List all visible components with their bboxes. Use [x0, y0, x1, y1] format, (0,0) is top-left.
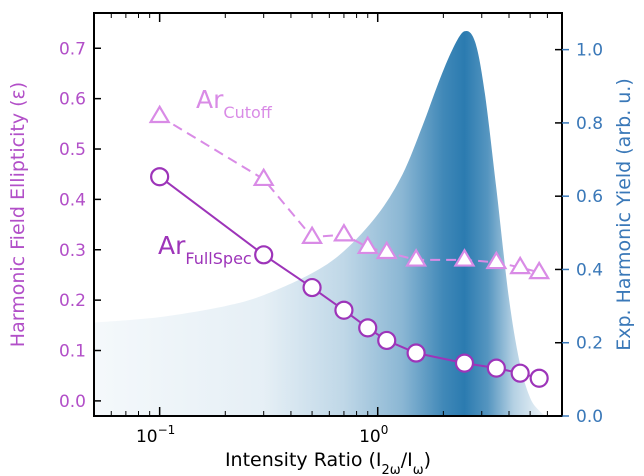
data-point-arcutoff	[356, 235, 379, 255]
data-point-arcutoff	[509, 255, 532, 275]
x-axis-label-sub2: ω	[413, 463, 424, 476]
data-point-arfullspec	[406, 343, 426, 363]
data-point-arfullspec	[358, 318, 378, 338]
y-left-tick-label: 0.5	[59, 140, 86, 160]
series-layer	[148, 104, 551, 388]
y-right-tick-label: 1.0	[576, 41, 603, 61]
data-point-arcutoff	[332, 222, 355, 242]
series-label-ar-fullspec-base: Ar	[158, 231, 186, 260]
y-right-tick-label: 0.0	[576, 407, 603, 427]
series-label-ar-cutoff-base: Ar	[196, 85, 224, 114]
y-right-tick-label: 0.4	[576, 260, 603, 280]
y-axis-left-label: Harmonic Field Ellipticity (ε)	[7, 82, 29, 347]
data-point-arcutoff	[528, 260, 551, 280]
plot-frame	[93, 12, 563, 417]
data-point-arfullspec	[454, 353, 475, 373]
y-left-tick-label: 0.4	[59, 190, 86, 210]
series-label-ar-fullspec-sub: FullSpec	[185, 249, 251, 268]
harmonic-yield-area	[94, 31, 562, 416]
y-left-tick-label: 0.2	[59, 291, 86, 311]
x-axis-label-mid: /I	[401, 449, 413, 471]
x-tick-label: 100	[359, 423, 388, 447]
ticks-layer: 0.0 0.1 0.2 0.3 0.4 0.5 0.6 0.7 0.0 0.2 0.4 0.6 0.8 1…	[59, 13, 603, 447]
y-right-tick-label: 0.2	[576, 334, 603, 354]
data-point-arfullspec	[529, 368, 549, 388]
series-label-ar-cutoff-sub: Cutoff	[223, 103, 272, 122]
y-axis-right-label: Exp. Harmonic Yield (arb. u.)	[613, 78, 635, 351]
data-point-arcutoff	[453, 248, 476, 267]
y-right-tick-label: 0.6	[576, 187, 603, 207]
data-point-arfullspec	[377, 330, 397, 351]
data-point-arcutoff	[301, 225, 324, 244]
data-point-arfullspec	[150, 167, 170, 187]
y-left-tick-label: 0.3	[59, 241, 86, 261]
series-label-ar-fullspec: ArFullSpec	[158, 231, 252, 268]
x-axis-label: Intensity Ratio (I2ω/Iω)	[225, 449, 431, 476]
y-left-tick-label: 0.0	[59, 392, 86, 412]
y-left-tick-label: 0.7	[59, 39, 86, 59]
series-label-ar-cutoff: ArCutoff	[196, 85, 273, 122]
data-point-arcutoff	[405, 248, 428, 267]
y-left-tick-label: 0.1	[59, 342, 86, 362]
data-point-arcutoff	[375, 240, 398, 260]
y-right-tick-label: 0.8	[576, 114, 603, 134]
x-axis-label-base: Intensity Ratio (I	[225, 449, 382, 471]
data-point-arcutoff	[148, 104, 171, 124]
data-point-arfullspec	[486, 358, 506, 378]
data-point-arfullspec	[510, 363, 530, 383]
data-point-arcutoff	[252, 167, 275, 187]
data-point-arfullspec	[254, 245, 274, 265]
x-tick-label: 10−1	[136, 423, 175, 447]
x-axis-label-end: )	[424, 449, 431, 471]
data-point-arfullspec	[302, 277, 322, 298]
data-point-arfullspec	[334, 300, 354, 320]
data-point-arcutoff	[485, 250, 508, 270]
x-axis-label-sub1: 2ω	[382, 463, 401, 476]
y-left-tick-label: 0.6	[59, 90, 86, 110]
